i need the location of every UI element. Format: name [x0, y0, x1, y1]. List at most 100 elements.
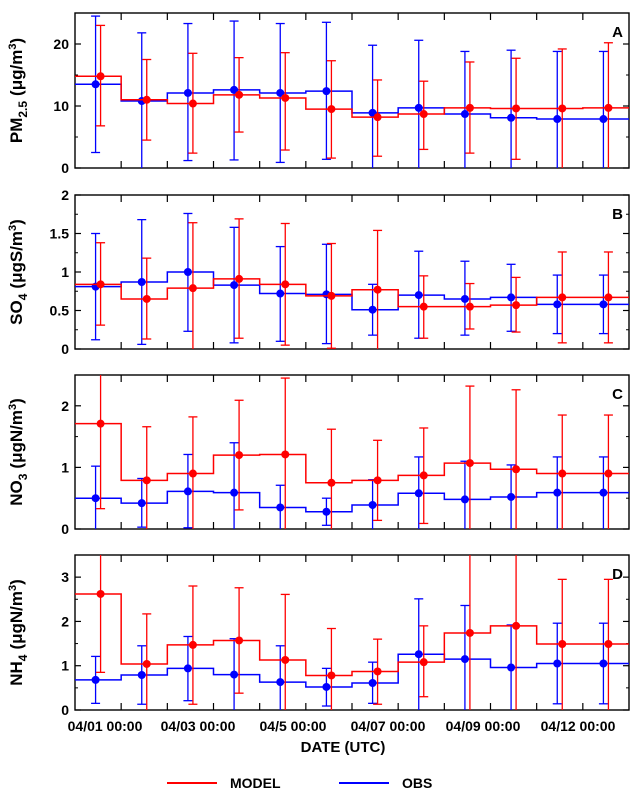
data-point-model	[558, 640, 567, 649]
data-point-obs	[183, 268, 192, 276]
data-point-obs	[322, 507, 331, 516]
y-label-subscript: 3	[16, 473, 30, 480]
x-tick-label: 04/03 00:00	[161, 718, 236, 734]
data-point-model	[142, 294, 151, 303]
y-tick-label: 1.5	[50, 226, 70, 242]
data-point-model	[419, 302, 428, 311]
y-label-subscript: 4	[16, 654, 30, 661]
panel-letter: A	[612, 24, 623, 41]
data-point-obs	[414, 650, 423, 659]
data-point-model	[558, 104, 567, 113]
series-model	[75, 24, 629, 168]
data-point-obs	[276, 678, 285, 687]
y-label-close: )	[7, 398, 26, 404]
data-point-model	[96, 280, 105, 289]
data-point-model	[235, 90, 244, 99]
data-point-obs	[553, 488, 562, 497]
data-point-model	[281, 93, 290, 102]
x-tick-label: 04/5 00:00	[260, 718, 327, 734]
data-point-model	[512, 301, 521, 310]
data-point-obs	[599, 115, 608, 124]
data-point-obs	[460, 294, 469, 303]
data-point-model	[327, 671, 336, 680]
data-point-obs	[507, 492, 516, 501]
y-axis-label: NH4 (μgN/m3)	[7, 579, 30, 686]
y-label-units: (μgS/m	[7, 231, 26, 289]
y-tick-label: 1	[61, 459, 69, 475]
y-label-units: (μg/m	[7, 50, 26, 96]
y-label-close: )	[7, 579, 26, 585]
data-point-obs	[368, 305, 377, 314]
data-point-model	[558, 469, 567, 478]
data-point-model	[512, 104, 521, 113]
y-tick-label: 2	[61, 187, 69, 203]
y-label-superscript: 3	[7, 585, 19, 591]
data-point-obs	[599, 659, 608, 668]
x-axis-label: DATE (UTC)	[301, 739, 386, 756]
series-model	[75, 555, 629, 710]
data-point-model	[327, 291, 336, 300]
data-point-obs	[137, 278, 146, 287]
data-point-model	[96, 589, 105, 598]
y-label-close: )	[7, 219, 26, 225]
step-line-model	[75, 593, 629, 677]
data-point-model	[235, 451, 244, 460]
data-point-obs	[230, 670, 239, 679]
data-point-obs	[230, 281, 239, 290]
x-tick-label: 04/12 00:00	[541, 718, 616, 734]
data-point-model	[281, 280, 290, 289]
data-point-obs	[183, 88, 192, 97]
y-tick-label: 3	[61, 569, 69, 585]
y-tick-label: 1	[61, 658, 69, 674]
chart-panels: 01020APM2.5(μg/m3)00.511.52BSO4(μgS/m3)0…	[7, 12, 630, 718]
data-point-obs	[322, 87, 331, 96]
data-point-model	[419, 110, 428, 119]
data-point-obs	[553, 300, 562, 309]
series-model	[75, 375, 629, 529]
y-label-subscript: 2.5	[16, 101, 30, 118]
x-tick-labels: 04/01 00:00 04/03 00:00 04/5 00:00 04/07 00…	[68, 718, 616, 734]
data-point-obs	[276, 289, 285, 298]
data-point-model	[142, 476, 151, 485]
legend-obs-label: OBS	[402, 775, 432, 791]
data-point-obs	[230, 488, 239, 497]
panel-a: 0 10 20 A PM2.5 (μg/m3)	[7, 12, 630, 176]
series-obs	[75, 598, 629, 710]
data-point-obs	[91, 675, 100, 684]
data-point-obs	[230, 85, 239, 94]
series-obs	[75, 15, 629, 168]
data-point-obs	[460, 655, 469, 664]
y-axis-label: SO4 (μgS/m3)	[7, 219, 30, 325]
x-tick-label: 04/07 00:00	[351, 718, 426, 734]
data-point-model	[419, 471, 428, 480]
y-label-close: )	[7, 38, 26, 44]
data-point-obs	[368, 500, 377, 509]
data-point-model	[188, 640, 197, 649]
data-point-obs	[507, 113, 516, 122]
y-tick-label: 2	[61, 398, 69, 414]
legend-model-label: MODEL	[230, 775, 281, 791]
y-tick-label: 0	[61, 160, 69, 176]
x-tick-label: 04/01 00:00	[68, 718, 143, 734]
data-point-obs	[183, 487, 192, 496]
y-label-main: NO	[7, 480, 26, 506]
data-point-obs	[460, 110, 469, 119]
data-point-model	[604, 640, 613, 649]
data-point-model	[465, 459, 474, 468]
data-point-model	[465, 302, 474, 311]
data-point-model	[512, 621, 521, 630]
data-point-obs	[91, 494, 100, 503]
series-obs	[75, 212, 629, 346]
y-tick-label: 20	[53, 36, 69, 52]
data-point-obs	[137, 671, 146, 680]
data-point-obs	[599, 488, 608, 497]
y-tick-label: 1	[61, 264, 69, 280]
data-point-model	[373, 285, 382, 294]
data-point-model	[327, 105, 336, 114]
data-point-model	[281, 450, 290, 459]
panel-letter: D	[612, 566, 623, 583]
series-model	[75, 218, 629, 349]
data-point-obs	[368, 678, 377, 687]
step-line-model	[75, 422, 629, 484]
step-line-obs	[75, 653, 629, 688]
